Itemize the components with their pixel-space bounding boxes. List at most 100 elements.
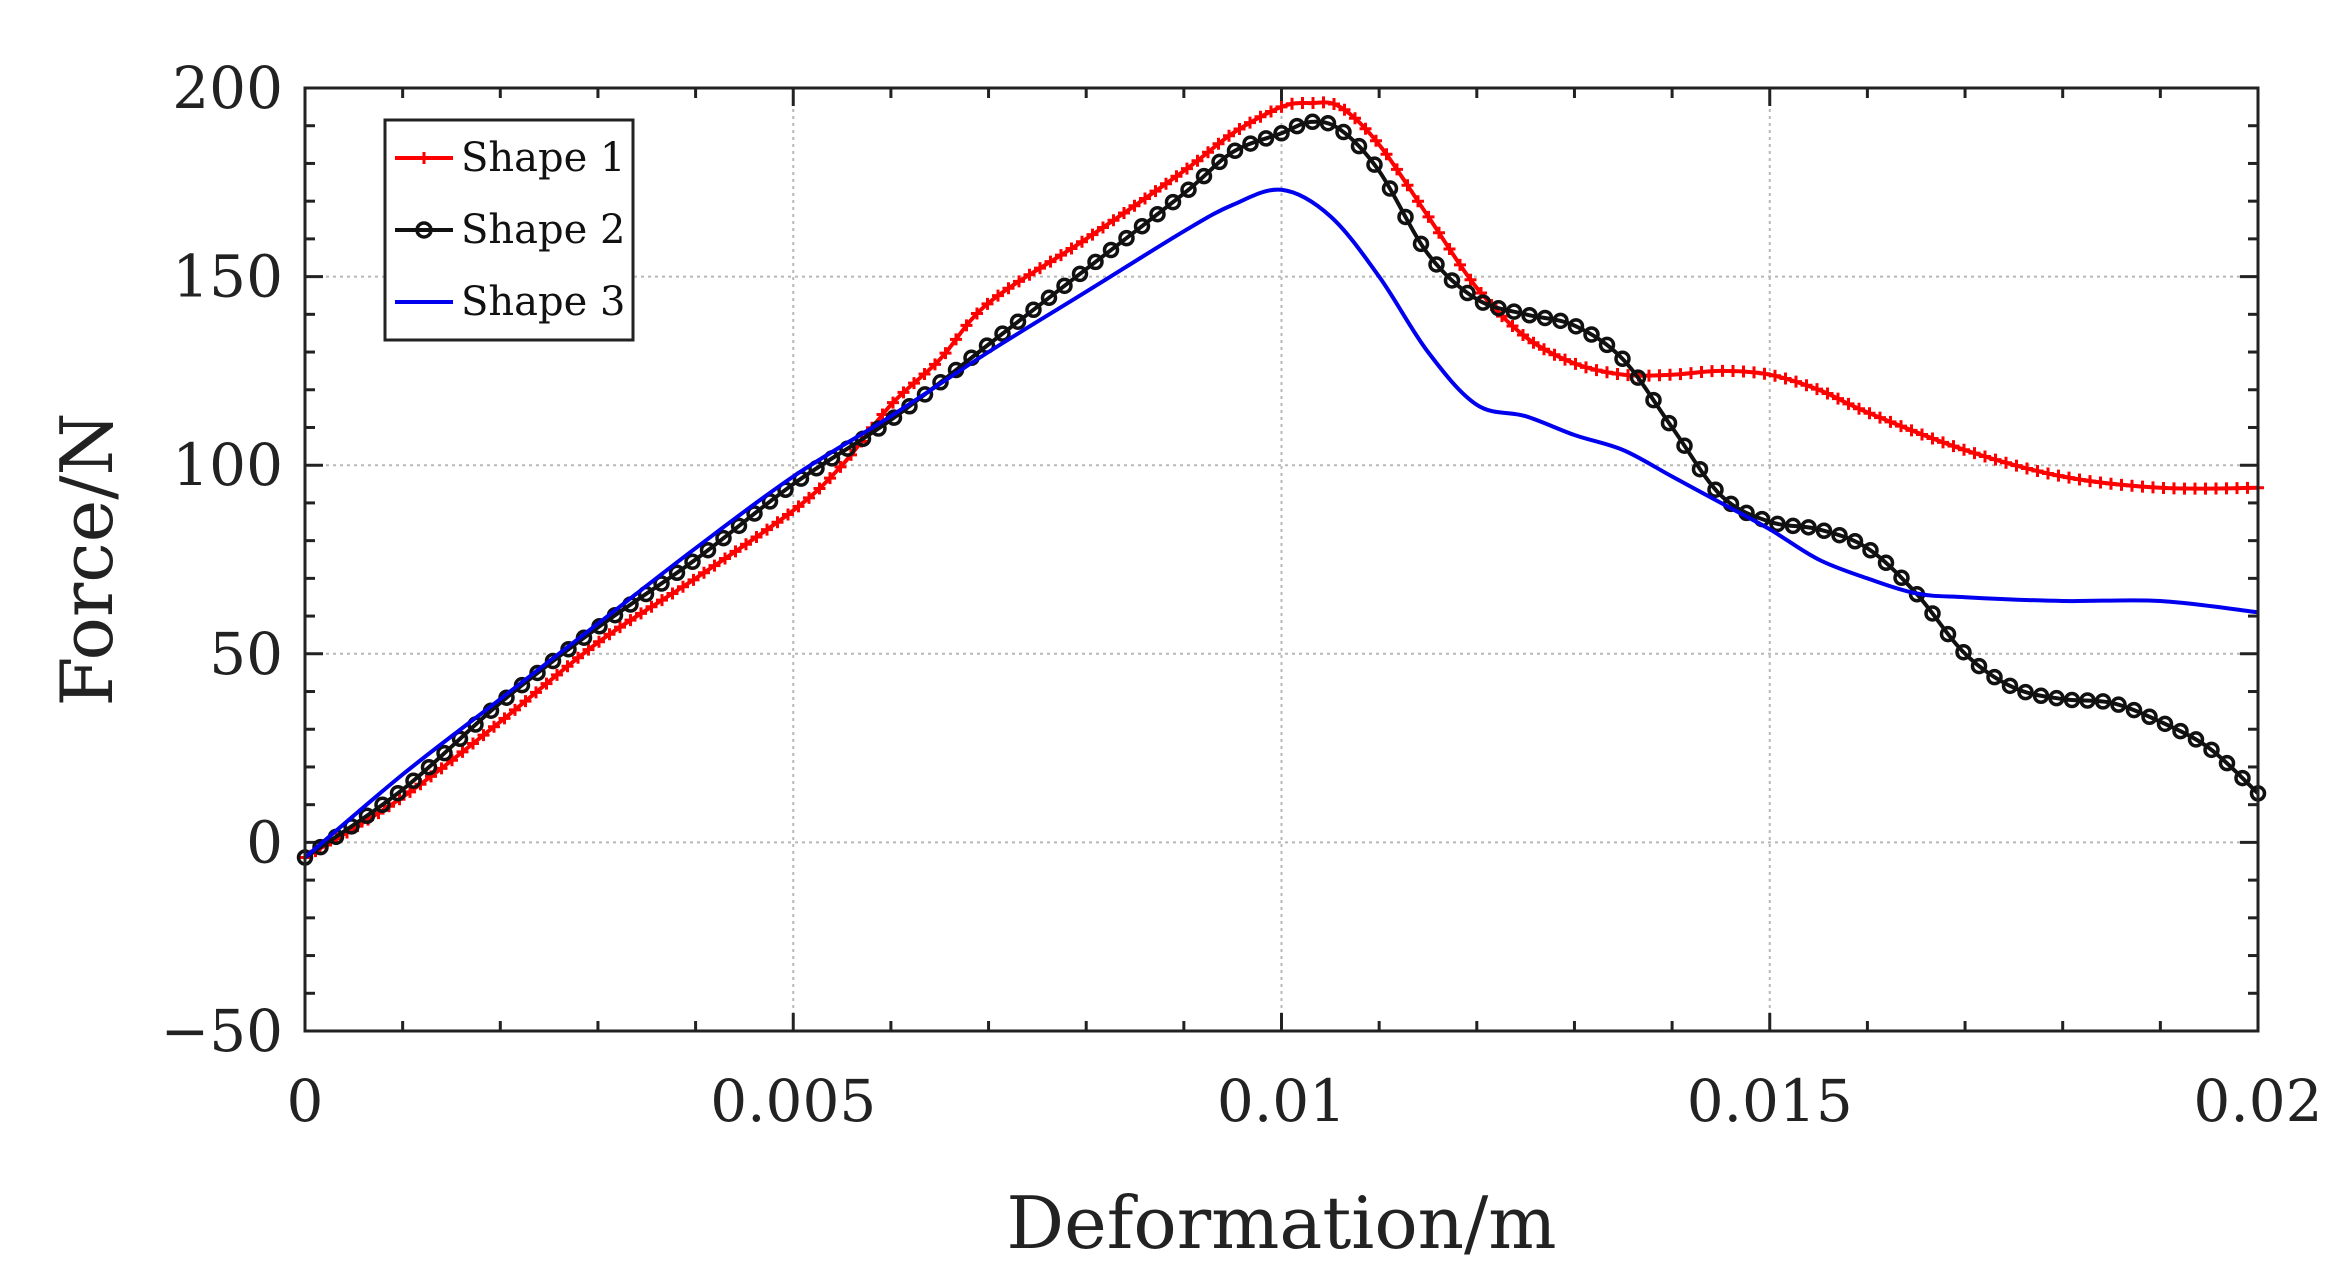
series-marker — [1846, 533, 1864, 550]
series-marker — [887, 396, 899, 409]
series-marker — [2001, 677, 2019, 695]
series-marker — [2157, 481, 2170, 494]
y-axis-title: Force/N — [45, 413, 129, 707]
series-marker — [1800, 379, 1813, 392]
series-marker — [1056, 277, 1073, 295]
legend-entry: Shape 2 — [395, 207, 625, 253]
y-tick-label: 150 — [172, 243, 283, 311]
series-marker — [950, 333, 962, 346]
series-marker — [1307, 97, 1319, 110]
series-marker — [1916, 428, 1928, 441]
series-marker — [1195, 167, 1213, 185]
series-marker — [1970, 657, 1988, 675]
series-marker — [1443, 243, 1456, 256]
x-tick-label: 0.005 — [710, 1067, 876, 1135]
legend-label: Shape 2 — [461, 207, 625, 253]
series-marker — [2218, 754, 2236, 772]
series-marker — [1979, 450, 1991, 463]
series-marker — [477, 729, 490, 742]
series-marker — [2063, 471, 2075, 484]
legend-label: Shape 3 — [461, 279, 625, 325]
series-marker — [740, 538, 752, 551]
series-marker — [1893, 569, 1910, 587]
series-marker — [1254, 110, 1267, 123]
legend-entry: Shape 1 — [395, 135, 625, 181]
series-marker — [834, 460, 847, 473]
series-marker — [1521, 307, 1538, 324]
series-marker — [1296, 96, 1309, 109]
series-marker — [746, 505, 763, 522]
series-marker — [1265, 105, 1277, 118]
series-marker — [1412, 195, 1424, 208]
series-marker — [1790, 375, 1802, 388]
legend-label: Shape 1 — [461, 135, 625, 181]
series-marker — [1428, 256, 1445, 273]
series-marker — [1025, 301, 1042, 319]
series-marker — [1629, 369, 1647, 386]
series-marker — [635, 607, 647, 620]
series-marker — [1055, 249, 1067, 262]
series-marker — [1023, 268, 1036, 281]
series-marker — [1800, 519, 1817, 536]
series-marker — [614, 621, 626, 634]
legend-marker — [415, 221, 433, 239]
series-marker — [436, 744, 453, 762]
series-marker — [687, 573, 700, 586]
series-marker — [1552, 312, 1569, 330]
series-marker — [2063, 691, 2081, 709]
series-marker — [684, 553, 701, 571]
series-line — [303, 119, 2260, 860]
series-marker — [761, 523, 773, 536]
series-marker — [1107, 214, 1120, 227]
series-marker — [1580, 361, 1592, 374]
series-marker — [2220, 482, 2233, 495]
series-marker — [1391, 163, 1403, 176]
series-marker — [656, 594, 668, 607]
series-marker — [1149, 205, 1166, 223]
series-marker — [2172, 722, 2189, 740]
series-marker — [1645, 391, 1662, 409]
series-marker — [1226, 142, 1244, 159]
series-marker — [1769, 515, 1786, 533]
series-marker — [2189, 482, 2201, 495]
series-marker — [1202, 146, 1214, 159]
series-marker — [1895, 420, 1907, 433]
series-marker — [824, 472, 836, 485]
series-marker — [1569, 357, 1582, 370]
series-marker — [1877, 554, 1895, 572]
series-marker — [2231, 482, 2243, 495]
series-marker — [897, 386, 910, 399]
series-marker — [1598, 336, 1616, 354]
series-marker — [1779, 372, 1792, 385]
series-marker — [1128, 199, 1141, 212]
series-marker — [2042, 467, 2054, 480]
series-marker — [792, 500, 805, 513]
series-marker — [1086, 228, 1099, 241]
series-marker — [2032, 687, 2050, 705]
series-marker — [1811, 383, 1823, 396]
series-marker — [1370, 134, 1382, 147]
series-marker — [1815, 522, 1833, 539]
series-marker — [981, 297, 994, 310]
series-marker — [1319, 114, 1337, 132]
series-marker — [645, 600, 658, 613]
series-marker — [2199, 482, 2212, 495]
series-marker — [1040, 289, 1058, 307]
x-tick-label: 0.01 — [1217, 1067, 1346, 1135]
series-marker — [1433, 226, 1445, 239]
series-marker — [1464, 273, 1477, 286]
series-marker — [1536, 309, 1554, 327]
series-marker — [939, 347, 952, 360]
series-marker — [1034, 262, 1046, 275]
series-marker — [1769, 369, 1781, 382]
series-shape-1 — [299, 96, 2264, 864]
series-marker — [1191, 154, 1204, 167]
series-marker — [1831, 526, 1848, 544]
series-marker — [551, 668, 563, 681]
series-marker — [582, 643, 595, 656]
series-marker — [668, 564, 686, 582]
series-marker — [1874, 411, 1886, 424]
series-marker — [1986, 668, 2003, 686]
series-marker — [467, 737, 479, 750]
